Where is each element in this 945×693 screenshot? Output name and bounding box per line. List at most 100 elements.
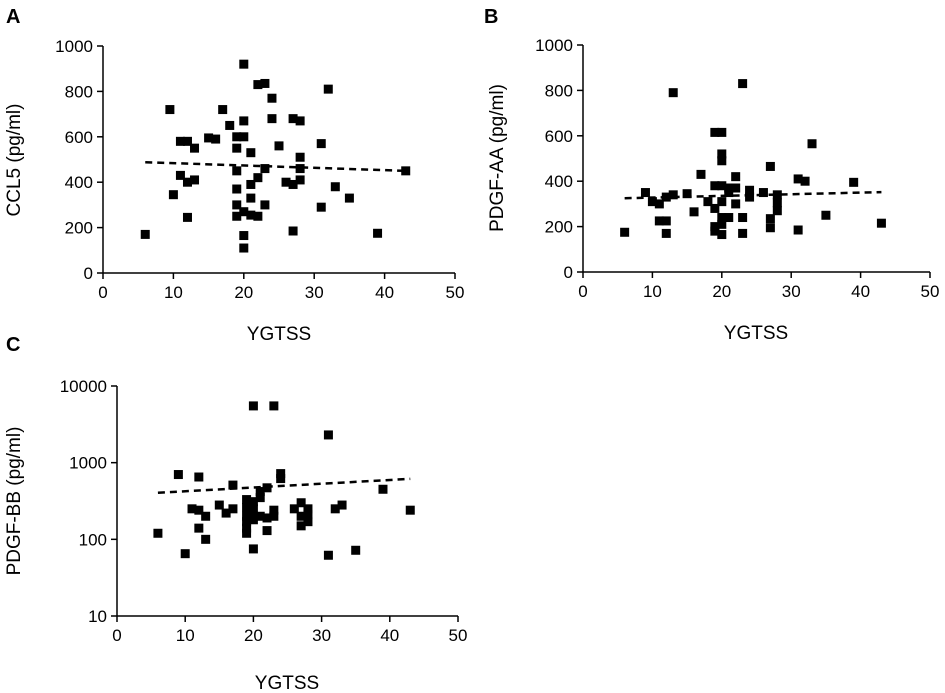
- y-tick-label-b: 1000: [535, 36, 573, 55]
- data-point-b: [647, 197, 657, 207]
- data-point-a: [323, 84, 333, 94]
- data-point-b: [654, 216, 664, 226]
- data-point-b: [717, 149, 727, 159]
- x-tick-label-a: 40: [375, 283, 394, 302]
- data-point-c: [248, 515, 258, 525]
- data-point-b: [724, 213, 734, 223]
- y-tick-label-b: 200: [545, 218, 573, 237]
- data-point-a: [246, 179, 256, 189]
- data-point-c: [405, 505, 415, 515]
- data-point-a: [182, 136, 192, 146]
- data-point-a: [246, 148, 256, 158]
- x-tick-label-b: 10: [643, 282, 662, 301]
- data-point-b: [876, 218, 886, 228]
- data-point-a: [239, 207, 249, 217]
- data-point-c: [173, 470, 183, 480]
- data-point-b: [682, 189, 692, 199]
- data-point-b: [849, 177, 859, 187]
- data-point-a: [316, 202, 326, 212]
- data-point-b: [717, 219, 727, 229]
- data-point-a: [239, 132, 249, 142]
- data-point-b: [793, 225, 803, 235]
- data-point-c: [262, 483, 272, 493]
- data-point-a: [204, 133, 214, 143]
- data-point-b: [731, 199, 741, 209]
- panel-letter-b: B: [484, 6, 498, 28]
- data-point-a: [295, 175, 305, 185]
- data-point-a: [232, 166, 242, 176]
- y-tick-label-b: 400: [545, 172, 573, 191]
- data-point-a: [190, 143, 200, 153]
- x-tick-label-a: 10: [164, 283, 183, 302]
- data-point-b: [710, 181, 720, 191]
- data-point-a: [316, 139, 326, 149]
- data-point-a: [267, 114, 277, 124]
- trend-line-c: [157, 477, 411, 495]
- x-tick-label-c: 40: [380, 626, 399, 645]
- data-point-c: [276, 474, 286, 484]
- data-point-b: [661, 192, 671, 202]
- data-point-a: [288, 114, 298, 124]
- data-point-b: [800, 176, 810, 186]
- data-point-a: [281, 177, 291, 187]
- data-point-c: [248, 401, 258, 411]
- data-point-a: [232, 184, 242, 194]
- y-tick-label-b: 600: [545, 127, 573, 146]
- data-point-c: [296, 521, 306, 531]
- x-tick-label-a: 50: [446, 283, 465, 302]
- y-tick-label-b: 0: [564, 263, 573, 282]
- data-point-c: [262, 526, 272, 536]
- data-point-c: [214, 500, 224, 510]
- data-point-a: [260, 164, 270, 174]
- data-point-a: [295, 152, 305, 162]
- data-point-a: [232, 211, 242, 221]
- data-point-a: [288, 226, 298, 236]
- data-point-c: [296, 511, 306, 521]
- data-point-c: [201, 511, 211, 521]
- data-point-c: [242, 528, 252, 538]
- data-point-b: [765, 214, 775, 224]
- data-point-b: [710, 226, 720, 236]
- data-point-c: [187, 504, 197, 514]
- data-point-c: [255, 511, 265, 521]
- data-point-a: [253, 211, 263, 221]
- data-point-b: [745, 192, 755, 202]
- x-tick-label-c: 20: [244, 626, 263, 645]
- data-point-c: [262, 513, 272, 523]
- data-point-c: [303, 504, 313, 514]
- y-tick-label-c: 1000: [69, 454, 107, 473]
- data-point-b: [717, 213, 727, 223]
- data-point-a: [165, 105, 175, 115]
- data-point-a: [274, 141, 284, 151]
- data-point-b: [772, 206, 782, 216]
- data-point-b: [703, 197, 713, 207]
- y-tick-label-a: 1000: [55, 37, 93, 56]
- data-point-c: [269, 401, 279, 411]
- data-point-c: [194, 523, 204, 533]
- data-point-b: [689, 207, 699, 217]
- x-tick-label-a: 20: [234, 283, 253, 302]
- data-point-b: [717, 127, 727, 137]
- data-point-a: [182, 212, 192, 222]
- data-point-b: [668, 190, 678, 200]
- data-point-c: [242, 495, 252, 505]
- data-point-a: [330, 182, 340, 192]
- data-point-c: [323, 550, 333, 560]
- data-point-a: [168, 190, 178, 200]
- data-point-c: [180, 549, 190, 559]
- y-tick-label-a: 400: [65, 173, 93, 192]
- data-point-a: [401, 166, 411, 176]
- x-tick-label-b: 40: [851, 282, 870, 301]
- x-tick-label-c: 50: [449, 626, 468, 645]
- data-point-b: [821, 210, 831, 220]
- x-tick-label-b: 30: [782, 282, 801, 301]
- data-point-a: [253, 173, 263, 183]
- data-point-c: [351, 545, 361, 555]
- data-point-b: [654, 199, 664, 209]
- data-point-c: [296, 498, 306, 508]
- data-point-c: [269, 505, 279, 515]
- data-point-b: [731, 172, 741, 182]
- data-point-c: [378, 484, 388, 494]
- data-point-a: [295, 164, 305, 174]
- y-axis-title-a: CCL5 (pg/ml): [4, 104, 25, 217]
